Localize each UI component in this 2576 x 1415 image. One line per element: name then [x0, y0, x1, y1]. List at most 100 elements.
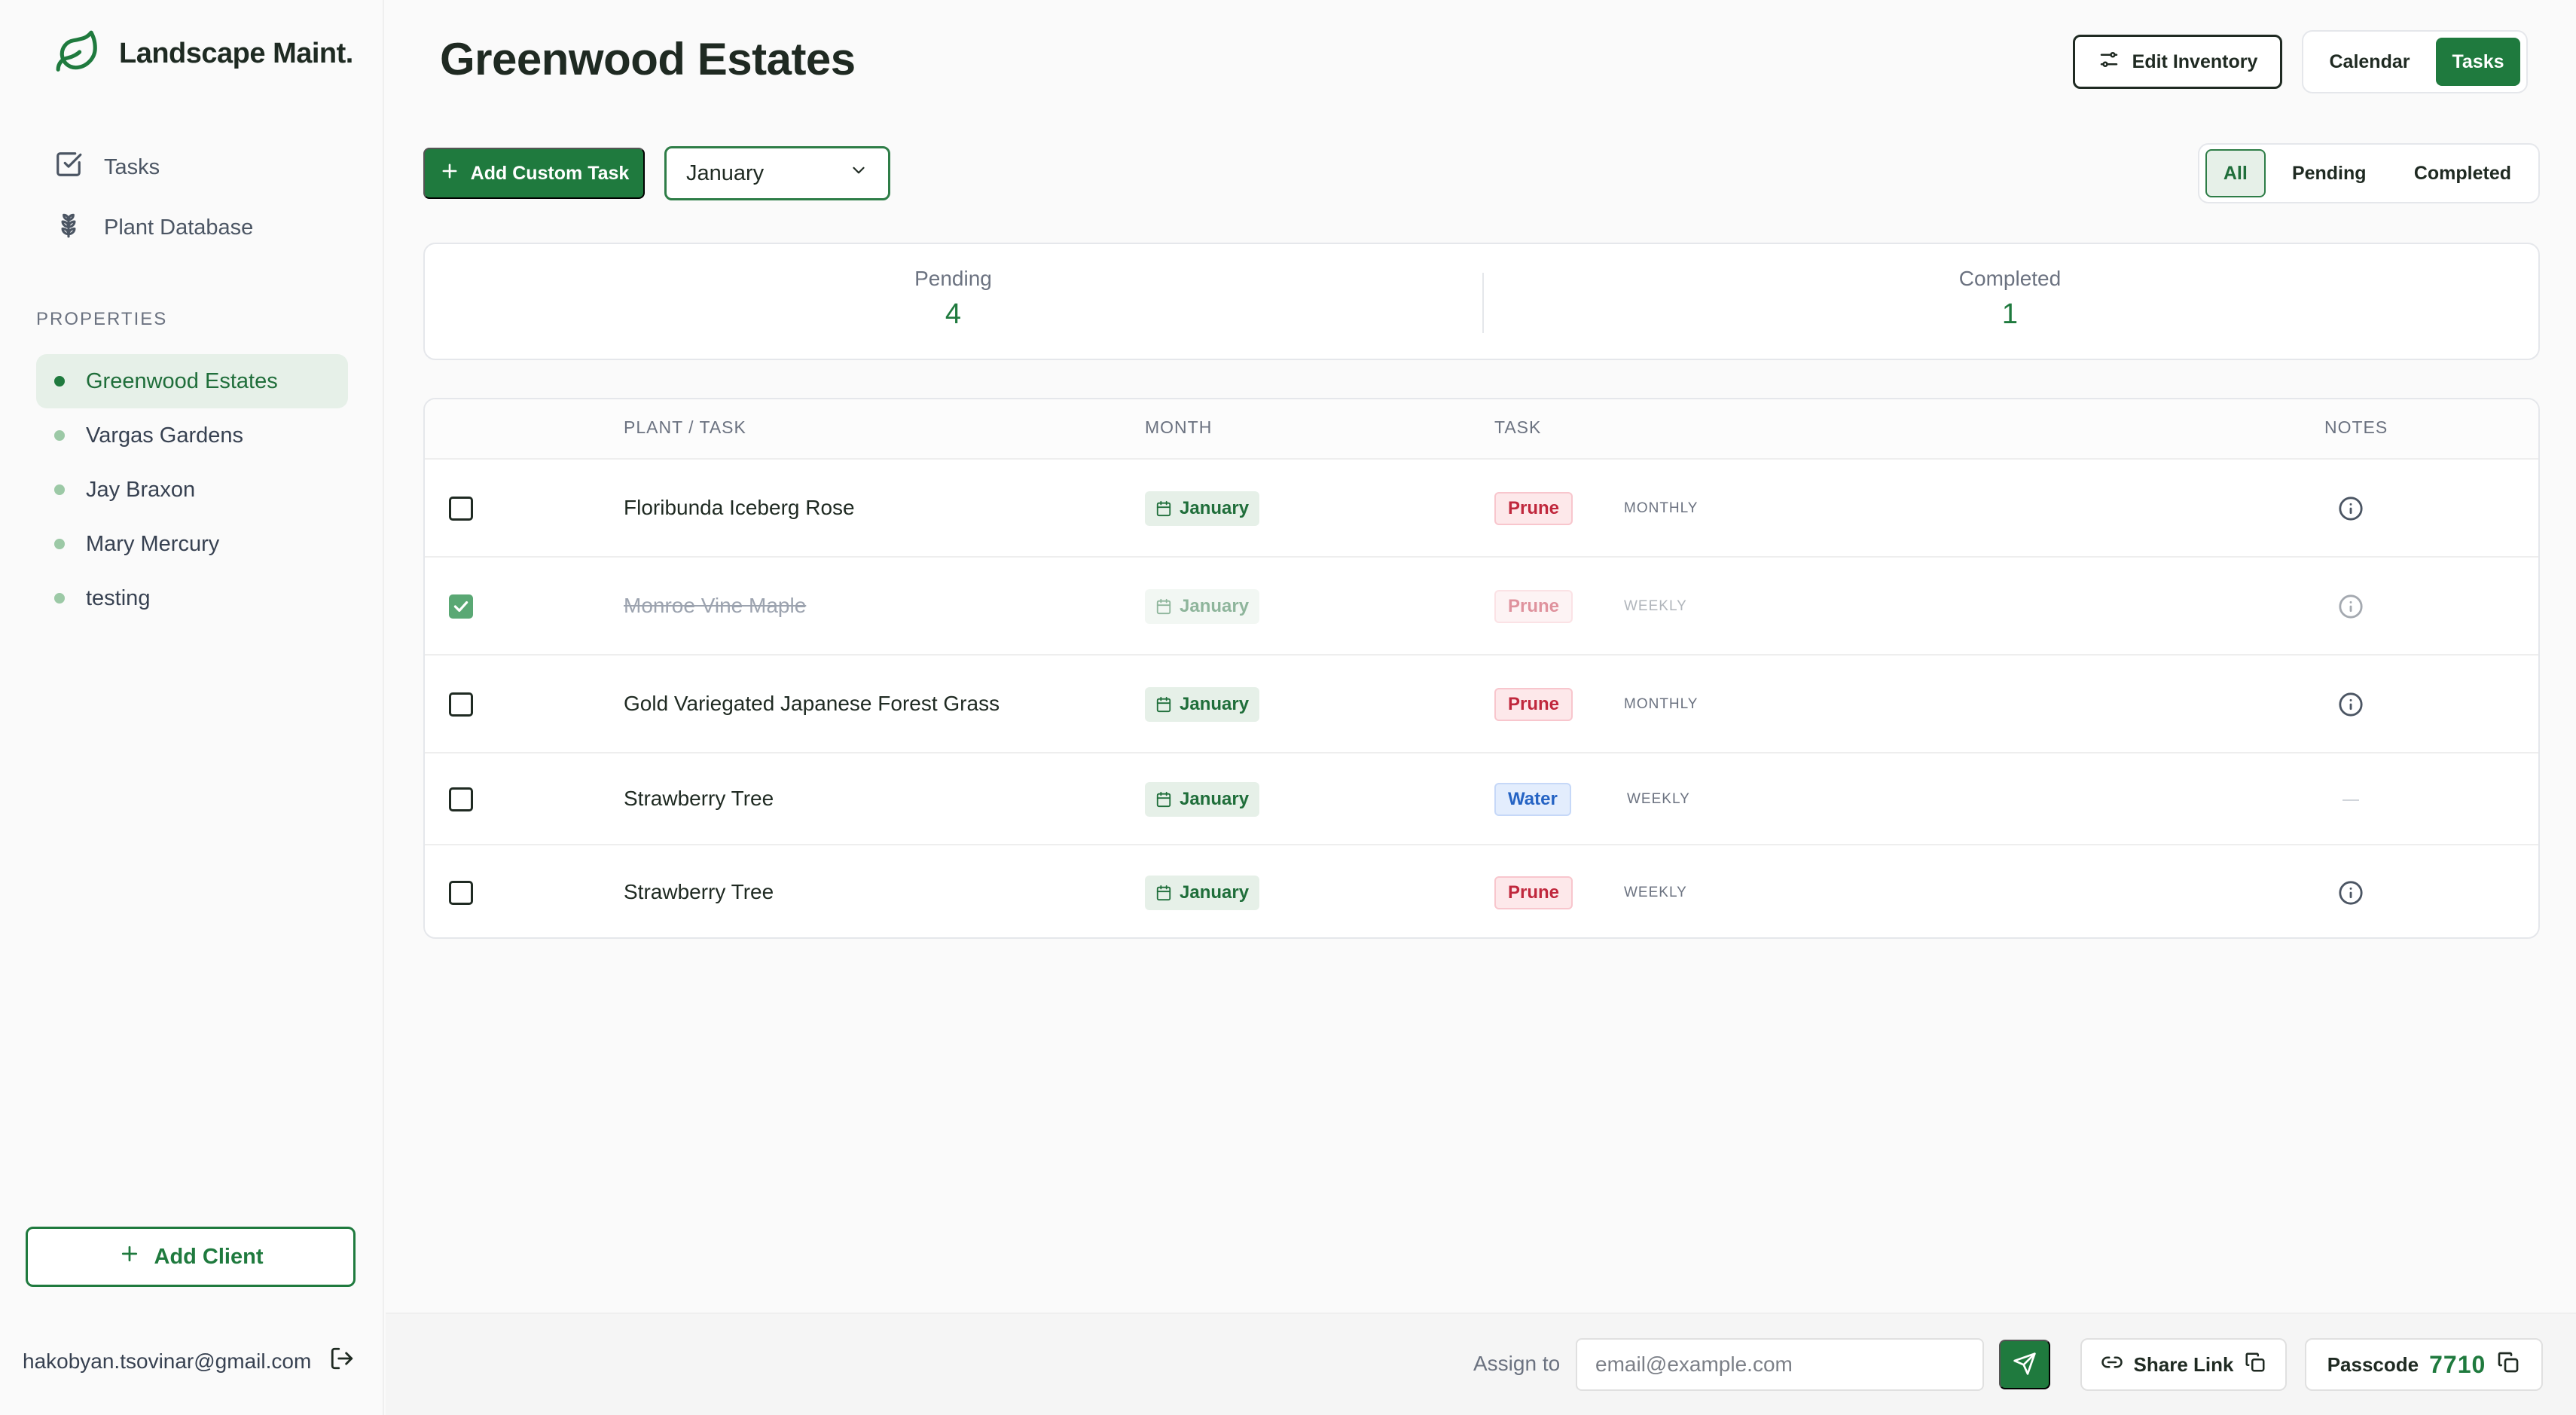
info-icon[interactable]: [2338, 496, 2364, 521]
month-badge: January: [1145, 491, 1260, 526]
share-link-label: Share Link: [2133, 1352, 2234, 1376]
month-badge: January: [1145, 782, 1260, 817]
status-dot: [54, 593, 65, 604]
column-header-notes: NOTES: [2324, 417, 2388, 437]
pending-stat-value: 4: [945, 298, 962, 330]
calendar-view-button[interactable]: Calendar: [2329, 50, 2410, 72]
filter-all-button[interactable]: All: [2205, 149, 2266, 197]
page-title: Greenwood Estates: [440, 34, 856, 84]
leaf-logo-icon: [54, 29, 101, 79]
property-item-mary-mercury[interactable]: Mary Mercury: [36, 517, 348, 571]
stats-divider: [1482, 273, 1484, 333]
frequency-label: MONTHLY: [1624, 696, 1699, 712]
nav-item-plant-database[interactable]: Plant Database: [54, 197, 253, 258]
month-select-value: January: [686, 160, 765, 185]
chevron-down-icon: [849, 160, 868, 186]
month-badge-label: January: [1180, 694, 1250, 714]
check-icon: [451, 597, 471, 616]
tasks-view-button[interactable]: Tasks: [2436, 38, 2520, 86]
calendar-icon: [1155, 500, 1172, 517]
logout-icon[interactable]: [329, 1346, 355, 1377]
plant-name: Strawberry Tree: [624, 787, 774, 810]
copy-passcode-icon[interactable]: [2496, 1350, 2520, 1380]
plant-name: Gold Variegated Japanese Forest Grass: [624, 692, 1000, 715]
share-link-button[interactable]: Share Link: [2080, 1338, 2287, 1391]
completed-stat-label: Completed: [1958, 267, 2062, 290]
month-badge-label: January: [1180, 882, 1250, 903]
info-icon[interactable]: [2338, 594, 2364, 619]
main-nav: Tasks Plant Database: [54, 137, 253, 258]
assign-email-input[interactable]: [1576, 1338, 1984, 1391]
frequency-label: MONTHLY: [1624, 500, 1699, 516]
passcode-box: Passcode 7710: [2305, 1338, 2543, 1391]
task-checkbox[interactable]: [449, 692, 473, 717]
nav-item-tasks[interactable]: Tasks: [54, 137, 253, 197]
pending-stat-label: Pending: [914, 267, 992, 290]
table-row: Monroe Vine Maple January Prune WEEKLY: [425, 558, 2538, 656]
completed-stat: Completed 1: [1482, 244, 2538, 359]
table-row: Gold Variegated Japanese Forest Grass Jan…: [425, 656, 2538, 753]
task-checkbox[interactable]: [449, 881, 473, 905]
brand-name: Landscape Maint.: [119, 38, 353, 69]
month-badge-label: January: [1180, 789, 1250, 809]
status-dot: [54, 376, 65, 387]
calendar-icon: [1155, 791, 1172, 808]
property-item-vargas-gardens[interactable]: Vargas Gardens: [36, 408, 348, 463]
plus-icon: [118, 1242, 141, 1271]
property-item-greenwood-estates[interactable]: Greenwood Estates: [36, 354, 348, 408]
column-header-month: MONTH: [1145, 417, 1213, 437]
completed-stat-value: 1: [2001, 298, 2019, 330]
property-item-testing[interactable]: testing: [36, 571, 348, 625]
sidebar: Landscape Maint. Tasks Plant Database PR…: [0, 0, 384, 1415]
edit-inventory-label: Edit Inventory: [2132, 50, 2258, 72]
no-notes-dash: [2343, 799, 2359, 801]
send-icon: [2013, 1352, 2037, 1378]
month-badge: January: [1145, 876, 1260, 910]
property-list: Greenwood Estates Vargas Gardens Jay Bra…: [36, 354, 348, 625]
month-select[interactable]: January: [664, 146, 890, 200]
passcode-value: 7710: [2429, 1350, 2486, 1378]
status-dot: [54, 539, 65, 549]
info-icon[interactable]: [2338, 880, 2364, 906]
brand[interactable]: Landscape Maint.: [54, 29, 353, 79]
month-badge-label: January: [1180, 498, 1250, 518]
filter-completed-button[interactable]: Completed: [2413, 162, 2512, 184]
table-row: Strawberry Tree January Water WEEKLY: [425, 753, 2538, 845]
nav-item-label: Tasks: [104, 154, 160, 179]
property-item-jay-braxon[interactable]: Jay Braxon: [36, 463, 348, 517]
plant-name: Strawberry Tree: [624, 880, 774, 903]
calendar-icon: [1155, 696, 1172, 713]
task-type-badge: Prune: [1494, 492, 1573, 525]
task-checkbox[interactable]: [449, 594, 473, 619]
status-dot: [54, 484, 65, 495]
checkbox-icon: [54, 150, 83, 185]
task-type-badge: Water: [1494, 783, 1571, 816]
task-table: PLANT / TASK MONTH TASK NOTES Floribunda…: [423, 398, 2540, 939]
table-row: Strawberry Tree January Prune WEEKLY: [425, 845, 2538, 937]
calendar-icon: [1155, 885, 1172, 901]
add-custom-task-button[interactable]: Add Custom Task: [423, 148, 645, 199]
view-toggle: Calendar Tasks: [2302, 30, 2528, 93]
user-row: hakobyan.tsovinar@gmail.com: [23, 1346, 355, 1377]
task-type-badge: Prune: [1494, 876, 1573, 909]
add-custom-task-label: Add Custom Task: [470, 162, 630, 184]
calendar-icon: [1155, 598, 1172, 615]
sliders-icon: [2098, 48, 2120, 76]
frequency-label: WEEKLY: [1624, 885, 1687, 900]
send-invite-button[interactable]: [1999, 1340, 2050, 1389]
info-icon[interactable]: [2338, 692, 2364, 717]
stats-card: Pending 4 Completed 1: [423, 243, 2540, 360]
edit-inventory-button[interactable]: Edit Inventory: [2073, 35, 2282, 89]
table-row: Floribunda Iceberg Rose January Prune MONTH…: [425, 460, 2538, 558]
property-label: Mary Mercury: [86, 531, 220, 556]
table-header: PLANT / TASK MONTH TASK NOTES: [425, 399, 2538, 460]
frequency-label: WEEKLY: [1627, 791, 1690, 807]
user-email: hakobyan.tsovinar@gmail.com: [23, 1349, 312, 1373]
add-client-button[interactable]: Add Client: [26, 1227, 356, 1287]
filter-pending-button[interactable]: Pending: [2291, 162, 2367, 184]
assign-to-label: Assign to: [1473, 1352, 1561, 1375]
plus-icon: [439, 160, 460, 187]
pending-stat: Pending 4: [425, 244, 1482, 359]
task-checkbox[interactable]: [449, 497, 473, 521]
task-checkbox[interactable]: [449, 787, 473, 811]
